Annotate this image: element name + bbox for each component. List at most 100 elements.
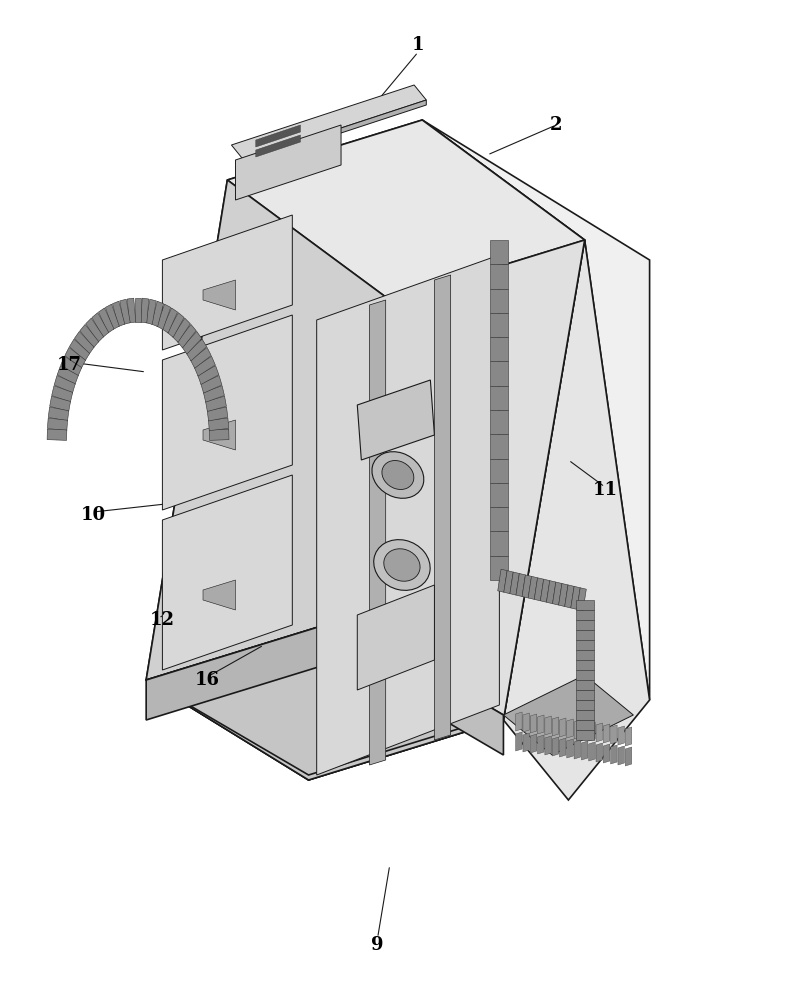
Polygon shape bbox=[105, 304, 119, 329]
Polygon shape bbox=[534, 578, 543, 601]
Polygon shape bbox=[575, 610, 593, 620]
Polygon shape bbox=[575, 640, 593, 650]
Polygon shape bbox=[575, 720, 593, 730]
Polygon shape bbox=[194, 356, 215, 376]
Polygon shape bbox=[576, 588, 586, 611]
Polygon shape bbox=[146, 620, 503, 780]
Polygon shape bbox=[235, 125, 341, 200]
Polygon shape bbox=[146, 180, 389, 780]
Polygon shape bbox=[595, 723, 602, 742]
Polygon shape bbox=[203, 420, 235, 450]
Polygon shape bbox=[581, 721, 587, 740]
Polygon shape bbox=[566, 739, 573, 758]
Polygon shape bbox=[341, 620, 503, 755]
Polygon shape bbox=[135, 298, 141, 322]
Polygon shape bbox=[490, 264, 508, 289]
Polygon shape bbox=[49, 396, 71, 411]
Polygon shape bbox=[624, 727, 631, 746]
Polygon shape bbox=[503, 240, 649, 800]
Polygon shape bbox=[515, 573, 525, 597]
Ellipse shape bbox=[371, 452, 423, 498]
Polygon shape bbox=[490, 556, 508, 580]
Polygon shape bbox=[575, 650, 593, 660]
Polygon shape bbox=[575, 600, 593, 610]
Polygon shape bbox=[551, 737, 558, 756]
Polygon shape bbox=[127, 298, 135, 323]
Polygon shape bbox=[610, 745, 616, 764]
Polygon shape bbox=[146, 620, 341, 720]
Ellipse shape bbox=[384, 549, 419, 581]
Polygon shape bbox=[172, 318, 190, 342]
Polygon shape bbox=[575, 680, 593, 690]
Ellipse shape bbox=[381, 461, 414, 489]
Polygon shape bbox=[537, 715, 543, 734]
Polygon shape bbox=[575, 700, 593, 710]
Polygon shape bbox=[203, 386, 224, 402]
Polygon shape bbox=[558, 583, 568, 607]
Polygon shape bbox=[162, 475, 292, 670]
Text: 12: 12 bbox=[150, 611, 174, 629]
Polygon shape bbox=[140, 298, 148, 323]
Polygon shape bbox=[357, 380, 434, 460]
Polygon shape bbox=[503, 571, 513, 594]
Polygon shape bbox=[551, 717, 558, 736]
Polygon shape bbox=[588, 722, 594, 741]
Polygon shape bbox=[575, 620, 593, 630]
Polygon shape bbox=[243, 100, 426, 165]
Text: 17: 17 bbox=[57, 356, 81, 374]
Polygon shape bbox=[490, 386, 508, 410]
Polygon shape bbox=[497, 569, 507, 592]
Polygon shape bbox=[92, 313, 109, 337]
Polygon shape bbox=[227, 120, 584, 300]
Polygon shape bbox=[203, 580, 235, 610]
Polygon shape bbox=[209, 429, 229, 440]
Polygon shape bbox=[559, 718, 565, 737]
Polygon shape bbox=[208, 418, 229, 431]
Polygon shape bbox=[86, 318, 104, 342]
Polygon shape bbox=[231, 85, 426, 160]
Polygon shape bbox=[57, 366, 78, 384]
Polygon shape bbox=[551, 582, 561, 605]
Polygon shape bbox=[490, 483, 508, 507]
Polygon shape bbox=[75, 331, 94, 354]
Polygon shape bbox=[546, 581, 556, 604]
Polygon shape bbox=[422, 120, 649, 700]
Polygon shape bbox=[198, 366, 219, 384]
Polygon shape bbox=[544, 716, 551, 735]
Polygon shape bbox=[575, 670, 593, 680]
Polygon shape bbox=[162, 315, 292, 510]
Polygon shape bbox=[69, 339, 89, 361]
Polygon shape bbox=[490, 361, 508, 386]
Polygon shape bbox=[434, 275, 450, 740]
Polygon shape bbox=[527, 576, 537, 599]
Polygon shape bbox=[490, 531, 508, 556]
Polygon shape bbox=[52, 386, 73, 402]
Polygon shape bbox=[603, 724, 609, 743]
Polygon shape bbox=[48, 407, 69, 421]
Polygon shape bbox=[566, 719, 573, 738]
Polygon shape bbox=[490, 337, 508, 361]
Text: 9: 9 bbox=[371, 936, 384, 954]
Polygon shape bbox=[47, 418, 67, 431]
Polygon shape bbox=[575, 730, 593, 740]
Polygon shape bbox=[167, 313, 184, 337]
Polygon shape bbox=[207, 407, 228, 421]
Polygon shape bbox=[521, 575, 531, 598]
Polygon shape bbox=[369, 300, 385, 765]
Polygon shape bbox=[187, 339, 207, 361]
Polygon shape bbox=[610, 725, 616, 744]
Polygon shape bbox=[490, 459, 508, 483]
Polygon shape bbox=[595, 743, 602, 762]
Polygon shape bbox=[515, 712, 521, 731]
Polygon shape bbox=[490, 240, 508, 264]
Polygon shape bbox=[162, 308, 178, 333]
Polygon shape bbox=[575, 660, 593, 670]
Polygon shape bbox=[177, 324, 196, 348]
Polygon shape bbox=[570, 586, 580, 609]
Polygon shape bbox=[530, 734, 536, 753]
Polygon shape bbox=[490, 289, 508, 313]
Polygon shape bbox=[255, 135, 300, 157]
Polygon shape bbox=[522, 713, 529, 732]
Polygon shape bbox=[575, 630, 593, 640]
Polygon shape bbox=[151, 301, 163, 327]
